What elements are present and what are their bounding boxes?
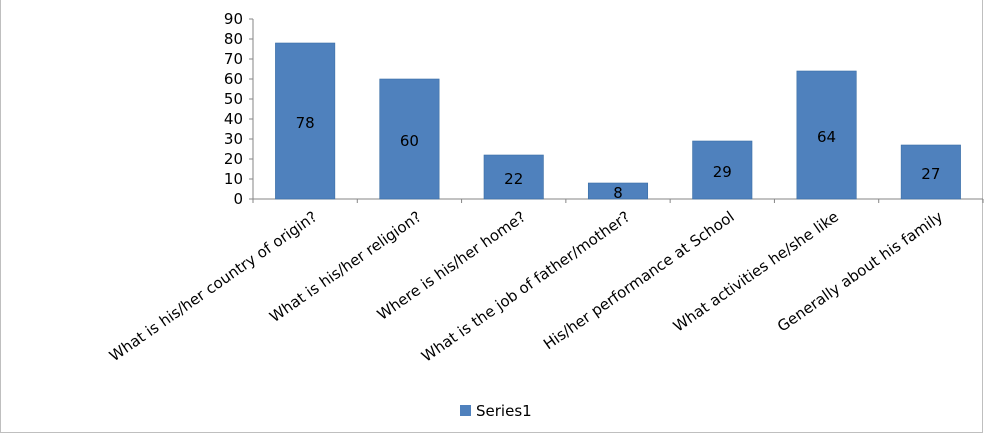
data-label: 29 <box>713 163 732 181</box>
data-label: 22 <box>504 170 523 188</box>
category-label: Generally about his family <box>774 207 946 335</box>
data-label: 78 <box>296 114 315 132</box>
data-label: 27 <box>921 165 940 183</box>
y-tick-label: 70 <box>224 50 243 68</box>
y-axis: 0 10 20 30 40 50 60 70 80 90 <box>224 10 253 208</box>
data-label: 8 <box>613 184 623 202</box>
legend-label: Series1 <box>476 402 532 420</box>
data-label: 64 <box>817 128 836 146</box>
y-tick-label: 90 <box>224 10 243 28</box>
y-tick-label: 10 <box>224 170 243 188</box>
y-tick-label: 0 <box>233 190 243 208</box>
y-tick-label: 60 <box>224 70 243 88</box>
legend: Series1 <box>460 402 532 420</box>
y-tick-label: 30 <box>224 130 243 148</box>
category-label: His/her performance at School <box>540 208 737 354</box>
bars <box>275 43 960 199</box>
category-labels: What is his/her country of origin? What i… <box>106 207 946 365</box>
y-tick-label: 50 <box>224 90 243 108</box>
category-label: What activities he/she like <box>670 208 842 336</box>
y-tick-label: 40 <box>224 110 243 128</box>
y-tick-label: 20 <box>224 150 243 168</box>
legend-swatch <box>460 405 471 416</box>
y-tick-label: 80 <box>224 30 243 48</box>
data-label: 60 <box>400 132 419 150</box>
category-label: What is his/her country of origin? <box>106 208 320 366</box>
category-label: What is the job of father/mother? <box>418 208 633 366</box>
